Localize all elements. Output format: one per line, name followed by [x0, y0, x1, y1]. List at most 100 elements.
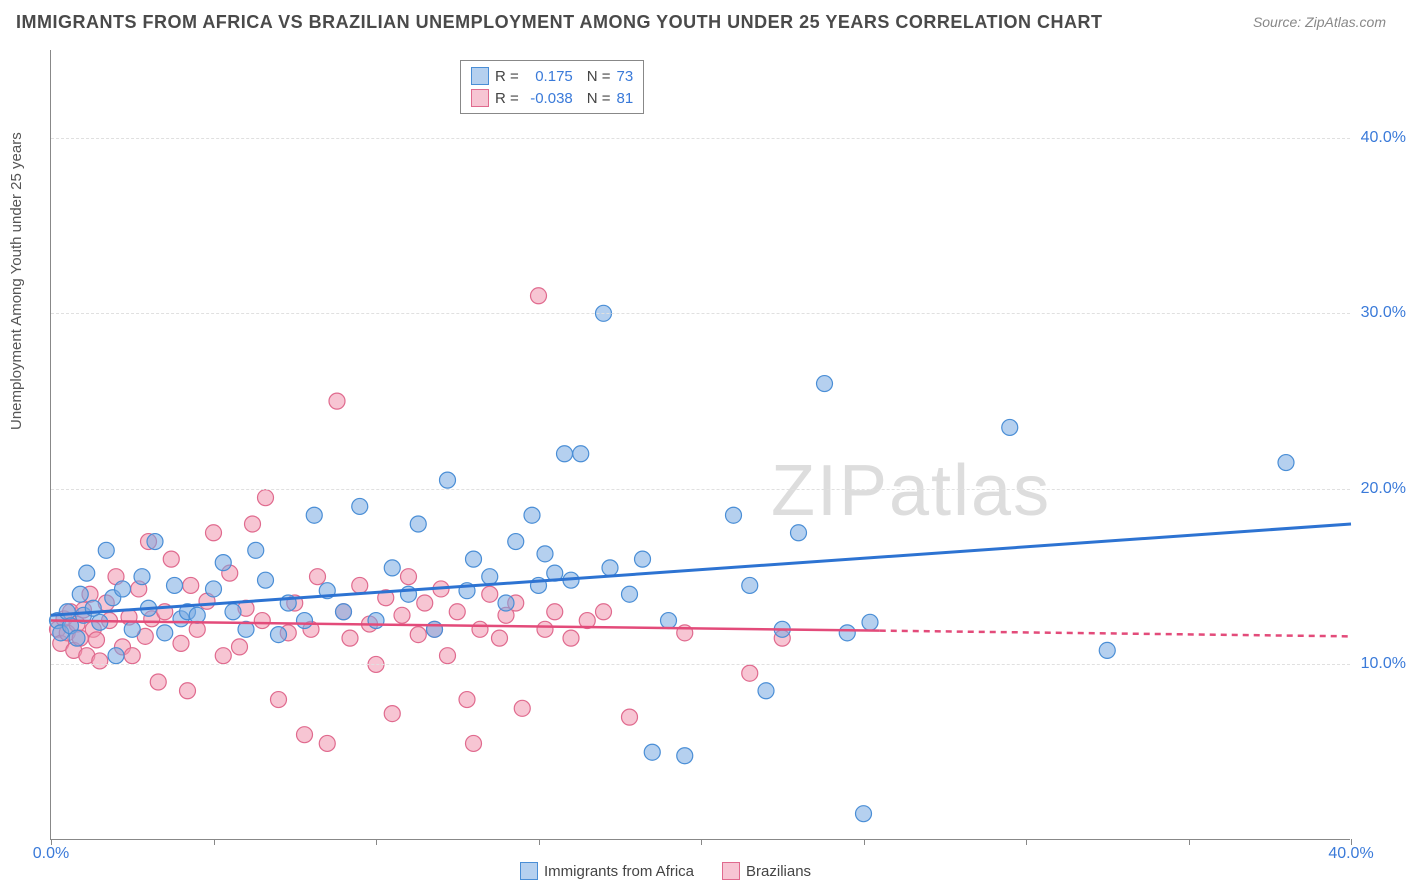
data-point — [417, 595, 433, 611]
trend-line — [51, 621, 880, 631]
data-point — [150, 674, 166, 690]
grid-line — [51, 664, 1350, 665]
trend-line-dashed — [880, 631, 1351, 637]
data-point — [69, 630, 85, 646]
data-point — [384, 706, 400, 722]
data-point — [206, 525, 222, 541]
data-point — [482, 586, 498, 602]
data-point — [271, 692, 287, 708]
data-point — [839, 625, 855, 641]
data-point — [791, 525, 807, 541]
data-point — [180, 683, 196, 699]
legend-item: Brazilians — [722, 862, 811, 880]
data-point — [531, 288, 547, 304]
data-point — [248, 542, 264, 558]
data-point — [394, 607, 410, 623]
data-point — [862, 614, 878, 630]
data-point — [677, 748, 693, 764]
r-label: R = — [495, 68, 519, 85]
data-point — [319, 735, 335, 751]
data-point — [258, 572, 274, 588]
data-point — [157, 625, 173, 641]
data-point — [115, 581, 131, 597]
data-point — [306, 507, 322, 523]
data-point — [410, 627, 426, 643]
data-point — [310, 569, 326, 585]
x-tick-mark — [214, 839, 215, 845]
data-point — [817, 376, 833, 392]
data-point — [472, 621, 488, 637]
data-point — [189, 607, 205, 623]
y-tick-label: 30.0% — [1361, 304, 1406, 322]
data-point — [352, 577, 368, 593]
x-tick-mark — [1189, 839, 1190, 845]
data-point — [410, 516, 426, 532]
y-tick-label: 20.0% — [1361, 480, 1406, 498]
x-tick-mark — [1026, 839, 1027, 845]
x-tick-mark — [701, 839, 702, 845]
chart-title: IMMIGRANTS FROM AFRICA VS BRAZILIAN UNEM… — [16, 12, 1103, 33]
data-point — [508, 534, 524, 550]
data-point — [466, 735, 482, 751]
n-label: N = — [587, 90, 611, 107]
legend-label: Immigrants from Africa — [544, 863, 694, 880]
data-point — [206, 581, 222, 597]
data-point — [459, 692, 475, 708]
data-point — [742, 577, 758, 593]
data-point — [163, 551, 179, 567]
n-value: 73 — [617, 68, 634, 85]
data-point — [368, 613, 384, 629]
data-point — [245, 516, 261, 532]
data-point — [514, 700, 530, 716]
chart-svg — [51, 50, 1351, 840]
data-point — [124, 648, 140, 664]
n-label: N = — [587, 68, 611, 85]
data-point — [215, 648, 231, 664]
data-point — [254, 613, 270, 629]
data-point — [401, 569, 417, 585]
data-point — [124, 621, 140, 637]
legend-row: R =-0.038N =81 — [471, 87, 633, 109]
data-point — [596, 604, 612, 620]
data-point — [726, 507, 742, 523]
data-point — [466, 551, 482, 567]
data-point — [742, 665, 758, 681]
data-point — [352, 498, 368, 514]
data-point — [215, 555, 231, 571]
data-point — [537, 546, 553, 562]
correlation-legend: R = 0.175 N = 73 R =-0.038N =81 — [460, 60, 644, 114]
data-point — [622, 586, 638, 602]
grid-line — [51, 138, 1350, 139]
data-point — [1002, 419, 1018, 435]
data-point — [492, 630, 508, 646]
data-point — [440, 472, 456, 488]
x-tick-label: 0.0% — [33, 845, 69, 863]
data-point — [342, 630, 358, 646]
legend-row: R = 0.175 N = 73 — [471, 65, 633, 87]
data-point — [167, 577, 183, 593]
data-point — [98, 542, 114, 558]
data-point — [563, 630, 579, 646]
r-value: 0.175 — [525, 68, 573, 85]
x-tick-label: 40.0% — [1328, 845, 1373, 863]
data-point — [547, 604, 563, 620]
data-point — [498, 595, 514, 611]
data-point — [79, 565, 95, 581]
data-point — [89, 632, 105, 648]
data-point — [557, 446, 573, 462]
legend-swatch — [520, 862, 538, 880]
trend-line — [51, 524, 1351, 615]
data-point — [537, 621, 553, 637]
y-axis-label: Unemployment Among Youth under 25 years — [8, 132, 25, 430]
data-point — [427, 621, 443, 637]
x-tick-mark — [376, 839, 377, 845]
data-point — [173, 635, 189, 651]
data-point — [758, 683, 774, 699]
data-point — [573, 446, 589, 462]
data-point — [183, 577, 199, 593]
data-point — [661, 613, 677, 629]
data-point — [232, 639, 248, 655]
y-tick-label: 40.0% — [1361, 129, 1406, 147]
data-point — [329, 393, 345, 409]
data-point — [147, 534, 163, 550]
